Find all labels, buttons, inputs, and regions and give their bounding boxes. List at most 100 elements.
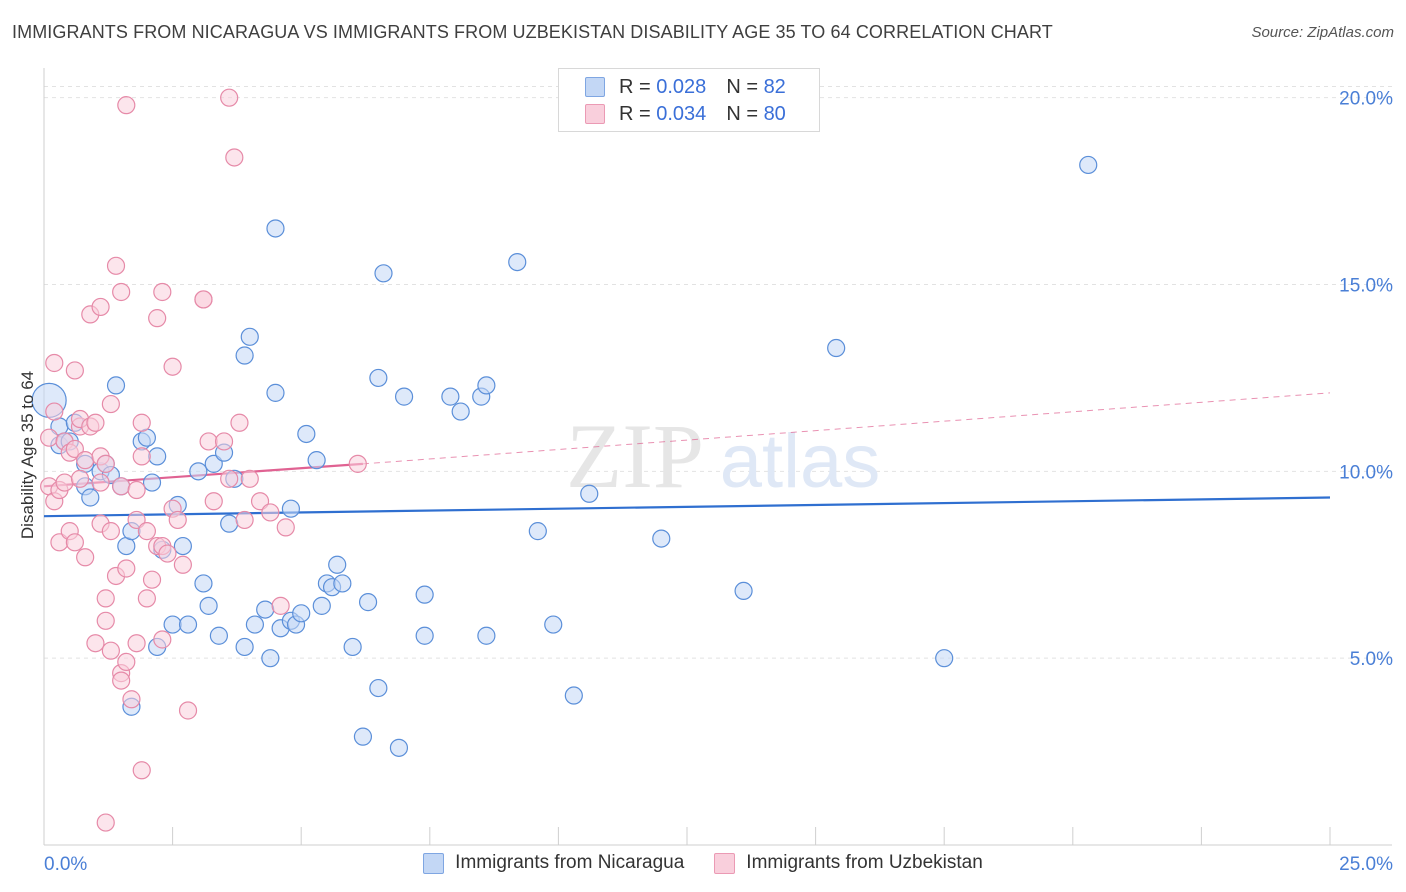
data-point <box>199 596 218 615</box>
data-point <box>112 282 131 302</box>
y-axis-label: Disability Age 35 to 64 <box>18 370 37 540</box>
trend-line-extension <box>362 392 1331 465</box>
legend-row-nicaragua: R = 0.028 N = 82 <box>585 74 786 100</box>
data-point <box>199 432 218 451</box>
data-point <box>369 678 388 698</box>
data-point <box>137 589 156 608</box>
y-tick-label: 10.0% <box>1339 462 1393 483</box>
data-point <box>261 503 280 522</box>
data-point <box>220 469 239 488</box>
data-point <box>214 432 234 451</box>
data-point <box>240 327 259 346</box>
data-points <box>31 88 1098 832</box>
data-point <box>127 480 146 500</box>
data-point <box>394 387 414 406</box>
legend-n-value: 82 <box>763 75 786 98</box>
data-point <box>292 604 311 623</box>
y-tick-label: 20.0% <box>1339 89 1393 110</box>
legend-r-value: 0.034 <box>656 102 707 125</box>
legend-row-uzbekistan: R = 0.034 N = 80 <box>585 101 786 127</box>
data-point <box>261 649 280 668</box>
data-point <box>173 555 192 574</box>
data-point <box>168 510 187 530</box>
legend-swatch-uzbekistan <box>585 104 605 124</box>
y-tick-label: 5.0% <box>1350 649 1393 670</box>
tick-labels: 5.0% 10.0% 15.0% 20.0% 0.0% 25.0% <box>44 89 1393 875</box>
data-point <box>76 451 95 470</box>
data-point <box>734 581 753 601</box>
data-point <box>96 813 115 832</box>
data-point <box>86 413 105 432</box>
legend-r-label: R = <box>619 75 651 98</box>
data-point <box>45 402 64 421</box>
data-point <box>508 252 527 272</box>
data-point <box>415 585 434 604</box>
data-point <box>153 630 172 649</box>
series-legend-nicaragua: Immigrants from Nicaragua <box>423 852 684 874</box>
data-point <box>101 522 120 541</box>
data-point <box>225 148 244 167</box>
data-point <box>564 686 583 705</box>
data-point <box>127 510 146 530</box>
watermark: ZIP atlas <box>566 405 880 507</box>
watermark-atlas: atlas <box>720 419 881 504</box>
data-point <box>240 469 259 488</box>
data-point <box>312 596 331 615</box>
data-point <box>307 451 326 470</box>
data-point <box>256 600 275 619</box>
data-point <box>297 424 316 444</box>
data-point <box>276 518 295 537</box>
data-point <box>328 555 347 574</box>
data-point <box>266 219 285 238</box>
data-point <box>122 690 141 709</box>
series-swatch-uzbekistan <box>714 852 736 874</box>
legend-n-label: N = <box>726 75 758 98</box>
data-point <box>163 357 182 376</box>
legend-swatch-nicaragua <box>585 77 605 97</box>
data-point <box>204 454 223 473</box>
chart-source: Source: ZipAtlas.com <box>1251 24 1394 41</box>
data-point <box>117 559 136 578</box>
data-point <box>194 574 213 593</box>
data-point <box>117 96 136 115</box>
data-point <box>40 428 59 447</box>
legend-r-label: R = <box>619 102 651 125</box>
x-tick-label: 25.0% <box>1339 854 1393 875</box>
data-point <box>117 652 136 672</box>
data-point <box>935 649 954 668</box>
data-point <box>132 413 151 432</box>
data-point <box>369 368 388 388</box>
data-point <box>333 574 352 593</box>
data-point <box>230 413 249 432</box>
data-point <box>441 387 460 406</box>
data-point <box>137 522 156 541</box>
data-point <box>148 309 167 328</box>
data-point <box>96 611 115 630</box>
data-point <box>65 533 84 552</box>
data-point <box>96 454 115 473</box>
data-point <box>132 447 151 466</box>
data-point <box>220 88 239 107</box>
data-point <box>1079 155 1098 175</box>
data-point <box>153 282 172 302</box>
data-point <box>343 637 362 657</box>
data-point <box>374 264 393 283</box>
data-point <box>353 727 373 746</box>
data-point <box>220 514 239 533</box>
data-point <box>158 544 177 563</box>
data-point <box>528 522 547 541</box>
data-point <box>101 641 120 660</box>
data-point <box>235 637 254 657</box>
data-point <box>96 589 115 608</box>
series-legend: Immigrants from Nicaragua Immigrants fro… <box>0 852 1406 874</box>
stats-legend: R = 0.028 N = 82 R = 0.034 N = 80 <box>558 68 820 132</box>
data-point <box>348 454 367 473</box>
legend-n-label: N = <box>726 102 758 125</box>
data-point <box>55 473 74 492</box>
data-point <box>580 484 599 503</box>
data-point <box>106 376 126 395</box>
data-point <box>173 536 192 556</box>
data-point <box>266 383 285 402</box>
data-point <box>178 615 198 634</box>
